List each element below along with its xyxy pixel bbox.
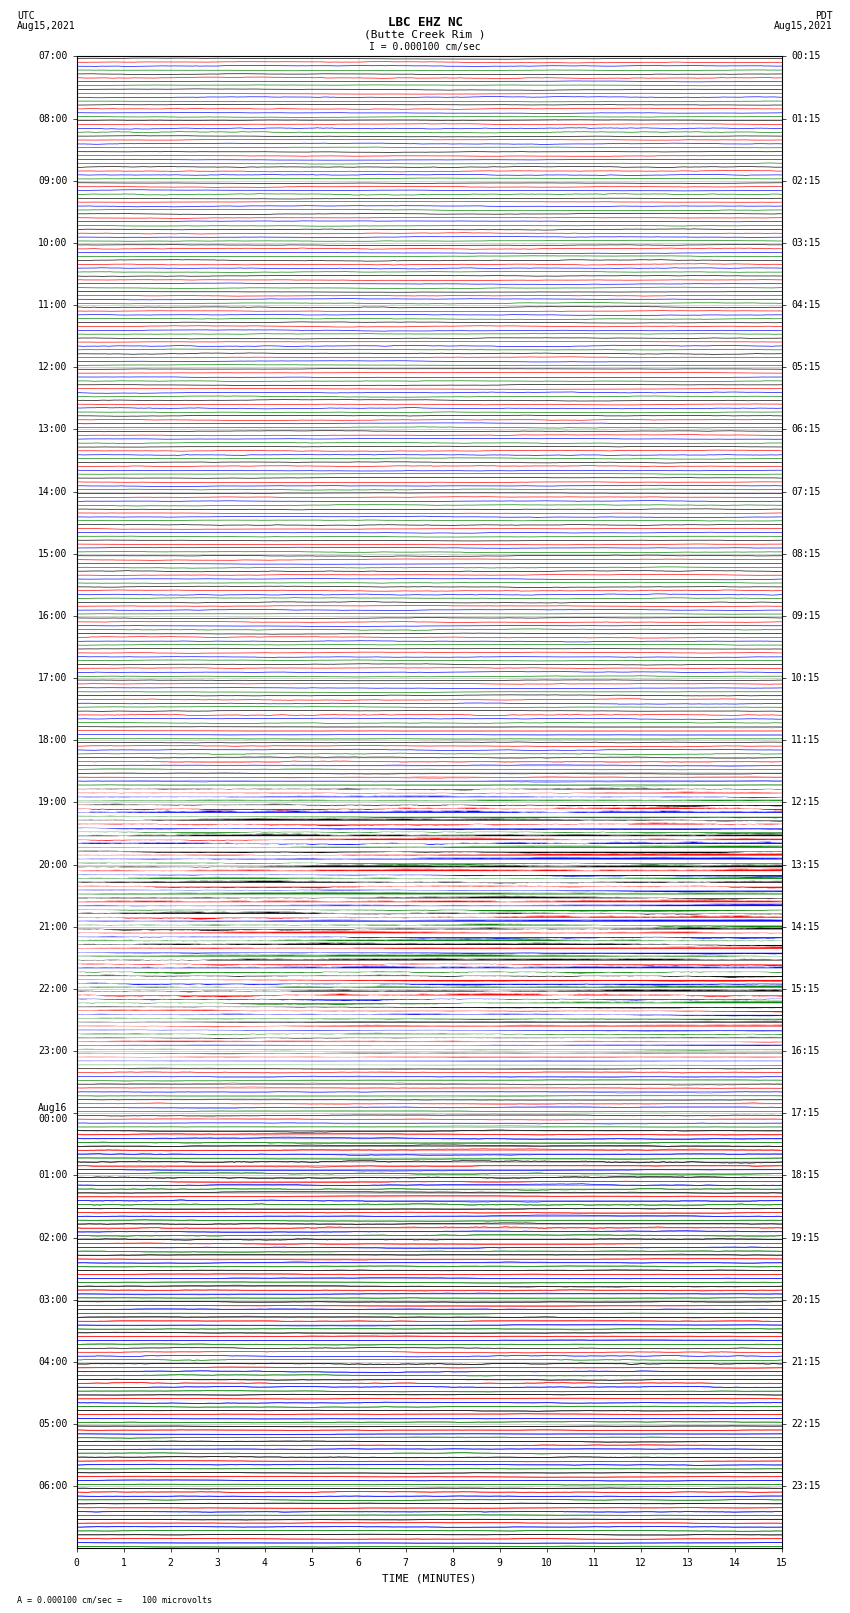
Text: PDT: PDT [815, 11, 833, 21]
Text: Aug15,2021: Aug15,2021 [774, 21, 833, 31]
Text: (Butte Creek Rim ): (Butte Creek Rim ) [365, 29, 485, 39]
Text: LBC EHZ NC: LBC EHZ NC [388, 16, 462, 29]
Text: UTC: UTC [17, 11, 35, 21]
Text: Aug15,2021: Aug15,2021 [17, 21, 76, 31]
X-axis label: TIME (MINUTES): TIME (MINUTES) [382, 1573, 477, 1582]
Text: A = 0.000100 cm/sec =    100 microvolts: A = 0.000100 cm/sec = 100 microvolts [17, 1595, 212, 1605]
Text: I = 0.000100 cm/sec: I = 0.000100 cm/sec [369, 42, 481, 52]
